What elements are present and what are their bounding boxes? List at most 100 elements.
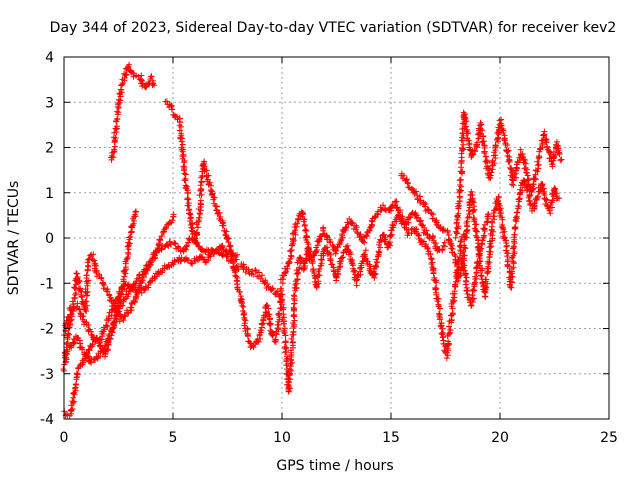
data-point-marker xyxy=(471,280,478,287)
data-point-marker xyxy=(517,146,524,153)
data-point-marker xyxy=(109,152,115,159)
data-point-marker xyxy=(334,244,341,251)
data-point-marker xyxy=(284,355,291,362)
data-point-marker xyxy=(389,221,396,228)
data-point-marker xyxy=(205,257,212,264)
data-point-marker xyxy=(452,259,459,266)
data-point-marker xyxy=(499,216,506,223)
data-point-marker xyxy=(118,290,125,297)
data-point-marker xyxy=(121,267,128,274)
data-point-marker xyxy=(474,234,480,241)
data-point-marker xyxy=(220,251,227,258)
data-point-marker xyxy=(456,194,463,201)
data-point-marker xyxy=(286,258,293,265)
data-point-marker xyxy=(210,196,217,203)
data-point-marker xyxy=(198,179,205,186)
data-point-marker xyxy=(180,163,187,170)
data-point-marker xyxy=(72,381,79,388)
data-point-marker xyxy=(339,254,346,261)
y-tick-label: 0 xyxy=(45,231,54,247)
data-point-marker xyxy=(194,240,201,246)
data-point-marker xyxy=(282,348,289,355)
data-point-marker xyxy=(224,236,231,243)
data-point-marker xyxy=(274,288,281,295)
data-point-marker xyxy=(415,232,422,239)
x-tick-label: 10 xyxy=(273,430,291,446)
data-point-marker xyxy=(337,258,344,265)
data-point-marker xyxy=(290,292,297,299)
data-point-marker xyxy=(282,332,289,339)
data-point-marker xyxy=(500,127,507,134)
data-point-marker xyxy=(273,289,280,296)
data-point-marker xyxy=(557,157,564,164)
data-point-marker xyxy=(110,297,117,304)
data-point-marker xyxy=(114,123,120,130)
data-point-marker xyxy=(455,210,462,217)
data-point-marker xyxy=(76,306,83,312)
data-point-marker xyxy=(531,200,538,207)
data-point-marker xyxy=(333,274,340,281)
data-point-marker xyxy=(264,302,271,309)
data-point-marker xyxy=(207,187,214,193)
x-tick-label: 20 xyxy=(491,430,509,446)
data-point-marker xyxy=(101,282,108,288)
data-point-marker xyxy=(178,138,185,145)
data-point-marker xyxy=(339,234,346,241)
data-point-marker xyxy=(114,108,121,115)
data-point-marker xyxy=(456,243,463,250)
x-tick-label: 25 xyxy=(600,430,618,446)
data-point-marker xyxy=(238,299,245,306)
data-point-marker xyxy=(459,137,466,144)
data-point-marker xyxy=(291,293,298,300)
data-point-marker xyxy=(481,233,488,239)
data-point-marker xyxy=(543,197,550,204)
data-point-marker xyxy=(67,311,74,318)
data-point-marker xyxy=(277,286,284,292)
data-point-marker xyxy=(390,222,397,229)
data-point-marker xyxy=(106,335,113,342)
data-point-marker xyxy=(452,234,459,241)
data-point-marker xyxy=(504,263,511,270)
data-point-marker xyxy=(104,288,111,295)
data-point-marker xyxy=(288,253,295,260)
data-point-marker xyxy=(186,210,193,217)
data-point-marker xyxy=(388,207,394,214)
data-point-marker xyxy=(372,271,379,278)
data-point-marker xyxy=(283,268,290,275)
tick-labels: 0 5 10 15 20 25 -4 -3 -2 -1 0 1 2 3 4 xyxy=(40,50,618,446)
data-point-marker xyxy=(440,242,447,249)
data-point-marker xyxy=(100,280,107,287)
data-point-marker xyxy=(296,264,303,271)
data-point-marker xyxy=(63,341,70,348)
data-point-marker xyxy=(508,181,515,188)
data-point-marker xyxy=(495,193,502,200)
data-point-marker xyxy=(523,187,530,194)
data-point-marker xyxy=(215,210,222,216)
series-track-b xyxy=(108,61,157,163)
data-point-marker xyxy=(450,298,457,305)
data-point-marker xyxy=(164,98,170,105)
data-point-marker xyxy=(285,388,292,395)
data-point-marker xyxy=(265,305,272,312)
data-point-marker xyxy=(501,228,508,235)
data-point-marker xyxy=(505,250,511,257)
data-point-marker xyxy=(158,233,165,239)
data-point-marker xyxy=(513,214,519,221)
data-point-marker xyxy=(460,248,467,255)
data-point-marker xyxy=(73,370,80,377)
data-point-marker xyxy=(482,285,489,292)
data-point-marker xyxy=(172,240,179,247)
data-point-marker xyxy=(110,154,117,161)
data-point-marker xyxy=(69,406,76,412)
data-point-marker xyxy=(180,151,187,158)
data-point-marker xyxy=(156,236,163,243)
data-point-marker xyxy=(181,170,188,177)
data-point-marker xyxy=(447,327,454,334)
data-point-marker xyxy=(462,281,469,288)
data-point-marker xyxy=(87,252,94,259)
data-point-marker xyxy=(504,253,511,260)
data-point-marker xyxy=(464,223,471,230)
data-point-marker xyxy=(215,249,222,256)
data-point-marker xyxy=(112,305,119,311)
data-point-marker xyxy=(294,276,301,283)
